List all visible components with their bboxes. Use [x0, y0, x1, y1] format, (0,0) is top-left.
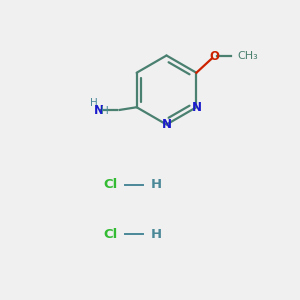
- Text: H: H: [150, 178, 162, 191]
- Text: H: H: [150, 227, 162, 241]
- Text: Cl: Cl: [104, 227, 118, 241]
- Text: N: N: [191, 101, 201, 114]
- Text: N: N: [161, 118, 172, 131]
- Text: H: H: [100, 106, 108, 116]
- Text: Cl: Cl: [104, 178, 118, 191]
- Text: H: H: [90, 98, 98, 108]
- Text: CH₃: CH₃: [238, 51, 259, 61]
- Text: N: N: [94, 104, 104, 117]
- Text: O: O: [209, 50, 219, 63]
